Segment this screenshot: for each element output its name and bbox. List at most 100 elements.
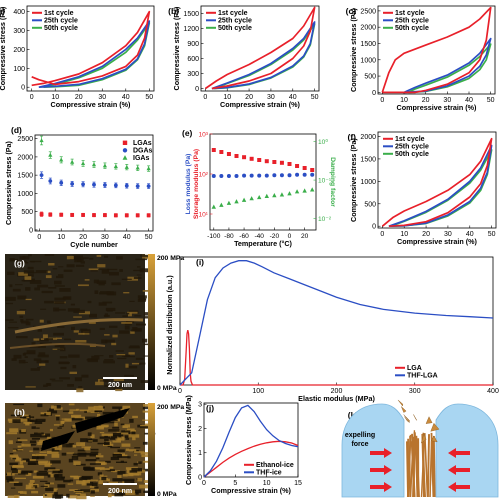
force-arrow-left — [448, 482, 470, 492]
afm-texture — [73, 461, 81, 465]
afm-texture — [98, 302, 107, 306]
panel-i: 0 100 200 300 400 Elastic modulus (MPa) Normal… — [165, 256, 499, 403]
afm-texture — [107, 493, 112, 498]
data-point — [226, 152, 231, 156]
y-tick-label: 1000 — [17, 191, 33, 198]
afm-texture — [17, 437, 21, 439]
afm-texture — [142, 410, 149, 413]
data-point — [146, 184, 151, 189]
data-point — [103, 213, 107, 218]
afm-texture — [23, 270, 35, 274]
afm-texture — [78, 284, 89, 287]
afm-texture — [80, 489, 90, 493]
afm-texture — [81, 482, 87, 486]
afm-texture — [35, 418, 46, 422]
afm-texture — [26, 350, 36, 354]
afm-texture — [81, 374, 89, 378]
data-point — [70, 159, 75, 164]
afm-texture — [135, 357, 144, 360]
afm-texture — [129, 300, 135, 302]
data-point — [287, 162, 292, 166]
afm-texture — [131, 329, 142, 332]
afm-texture — [137, 363, 142, 365]
ice-cone-left — [341, 403, 405, 498]
afm-texture — [39, 451, 47, 453]
afm-texture — [48, 287, 57, 289]
afm-texture — [31, 437, 40, 440]
afm-texture — [17, 449, 24, 451]
afm-texture — [17, 439, 28, 441]
panel-label: (h) — [14, 407, 25, 417]
afm-texture — [37, 339, 49, 342]
afm-texture — [112, 406, 123, 409]
afm-texture — [24, 276, 32, 280]
afm-texture — [140, 255, 149, 257]
afm-texture — [18, 272, 28, 276]
afm-texture — [125, 493, 136, 495]
afm-texture — [143, 355, 153, 357]
data-point — [39, 138, 44, 143]
afm-texture — [9, 284, 13, 288]
afm-texture — [66, 264, 75, 268]
afm-texture — [94, 290, 99, 294]
afm-texture — [68, 403, 75, 406]
afm-texture — [7, 495, 18, 498]
afm-texture — [36, 472, 49, 476]
afm-texture — [40, 308, 47, 310]
y-tick-label: 1500 — [183, 11, 199, 18]
y-tick-label: 300 — [187, 71, 199, 78]
afm-texture — [36, 360, 42, 364]
afm-texture — [76, 463, 86, 466]
afm-texture — [94, 486, 99, 489]
afm-texture — [133, 462, 138, 466]
afm-texture — [142, 460, 149, 463]
afm-texture — [75, 340, 87, 343]
afm-texture — [50, 488, 58, 490]
afm-texture — [54, 343, 65, 348]
afm-texture — [125, 429, 136, 432]
afm-texture — [103, 360, 115, 364]
afm-texture — [30, 433, 42, 438]
afm-texture — [71, 326, 75, 330]
afm-texture — [79, 409, 89, 412]
data-point — [113, 213, 118, 218]
afm-texture — [88, 439, 98, 442]
afm-texture — [12, 419, 21, 423]
afm-texture — [93, 279, 99, 284]
legend-label: Ethanol-ice — [256, 462, 294, 469]
afm-texture — [57, 326, 65, 328]
afm-texture — [9, 453, 14, 456]
afm-texture — [122, 405, 131, 409]
afm-texture — [104, 379, 109, 383]
y-tick-label: 0 — [372, 224, 376, 231]
data-point — [92, 213, 96, 218]
afm-texture — [107, 268, 118, 271]
data-point — [48, 179, 53, 183]
afm-texture — [36, 427, 40, 429]
afm-texture — [59, 377, 70, 380]
afm-texture — [15, 284, 23, 286]
afm-texture — [33, 447, 40, 451]
afm-texture — [41, 290, 53, 294]
afm-texture — [93, 405, 104, 410]
afm-texture — [90, 448, 99, 451]
afm-texture — [44, 254, 55, 256]
afm-texture — [134, 315, 142, 317]
data-point — [302, 188, 307, 193]
afm-texture — [37, 441, 45, 446]
afm-texture — [23, 278, 35, 282]
y-tick-label: 1500 — [17, 173, 33, 180]
afm-texture — [117, 456, 129, 458]
x-tick-label: 0 — [37, 234, 41, 241]
dark-crack — [41, 431, 75, 451]
afm-texture — [102, 411, 114, 415]
data-point — [80, 161, 86, 166]
afm-texture — [13, 354, 22, 359]
data-point — [135, 213, 140, 218]
afm-texture — [53, 424, 63, 426]
afm-texture — [6, 432, 18, 435]
afm-texture — [137, 477, 143, 482]
afm-texture — [104, 435, 108, 438]
afm-texture — [104, 255, 109, 258]
data-point — [279, 173, 284, 178]
